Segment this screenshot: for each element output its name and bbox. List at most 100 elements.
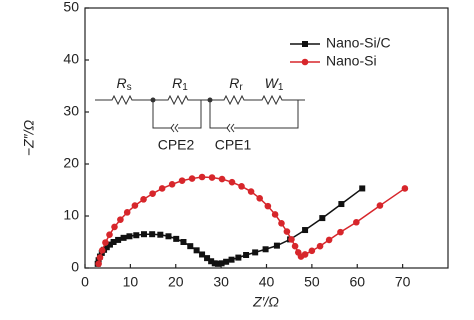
circuit-label: Rr — [229, 75, 243, 93]
marker — [178, 177, 186, 184]
legend-marker — [302, 41, 308, 47]
marker — [199, 251, 206, 258]
marker — [98, 247, 106, 254]
marker — [173, 235, 180, 242]
legend-label: Nano-Si — [326, 53, 377, 69]
marker — [165, 233, 172, 240]
marker — [140, 231, 147, 238]
marker — [126, 233, 133, 240]
marker — [149, 231, 156, 238]
marker — [188, 175, 196, 182]
equivalent-circuit: Rs R1 Rr W1 CPE2 CPE1 — [95, 75, 305, 153]
circuit-symbol: R — [172, 75, 182, 91]
marker — [228, 178, 236, 186]
marker — [120, 234, 127, 241]
x-tick-label: 0 — [81, 274, 89, 290]
x-tick-label: 40 — [259, 274, 275, 290]
marker — [180, 239, 187, 245]
marker — [102, 239, 109, 246]
marker — [401, 185, 409, 192]
marker — [131, 202, 139, 209]
marker — [106, 231, 113, 239]
marker — [149, 190, 156, 197]
circuit-subscript: 1 — [182, 82, 188, 93]
y-tick-label: 30 — [63, 103, 79, 119]
y-tick-label: 20 — [63, 155, 79, 171]
y-tick-label: 40 — [63, 51, 79, 67]
marker — [187, 243, 194, 250]
x-tick-label: 10 — [123, 274, 139, 290]
marker — [359, 185, 366, 192]
marker — [110, 239, 117, 245]
marker — [133, 232, 140, 239]
marker — [211, 260, 218, 267]
marker — [338, 201, 345, 208]
marker — [193, 247, 200, 254]
marker — [243, 252, 250, 258]
marker — [157, 231, 164, 238]
marker — [218, 260, 225, 267]
marker — [271, 211, 279, 218]
x-axis-title: Z′/Ω — [252, 294, 279, 310]
marker — [308, 247, 316, 255]
marker — [208, 174, 216, 181]
marker — [256, 195, 263, 202]
circuit-symbol: W — [265, 75, 280, 91]
series-line — [96, 187, 363, 265]
marker — [301, 251, 309, 258]
marker — [316, 242, 324, 250]
marker — [376, 202, 384, 209]
marker — [103, 244, 110, 251]
marker — [238, 183, 245, 190]
marker — [111, 223, 118, 231]
marker — [208, 258, 215, 265]
marker — [204, 255, 211, 262]
marker — [283, 228, 291, 235]
marker — [140, 196, 147, 203]
x-tick-label: 30 — [213, 274, 229, 290]
legend-label: Nano-Si/C — [326, 35, 391, 51]
circuit-subscript: s — [127, 82, 132, 93]
marker — [291, 242, 299, 250]
y-tick-label: 0 — [71, 259, 79, 275]
marker — [106, 241, 113, 248]
circuit-label: R1 — [172, 75, 188, 93]
marker — [228, 256, 235, 263]
marker — [325, 236, 333, 244]
marker — [247, 188, 255, 195]
marker — [252, 249, 259, 256]
marker — [302, 227, 309, 234]
marker — [278, 219, 285, 227]
legend-marker — [301, 58, 309, 66]
y-axis-title: −Z″/Ω — [21, 120, 37, 157]
marker — [117, 216, 124, 223]
circuit-label: CPE1 — [215, 137, 252, 153]
circuit-subscript: r — [239, 82, 243, 93]
circuit-subscript: 1 — [278, 82, 284, 93]
x-tick-label: 60 — [349, 274, 365, 290]
circuit-symbol: R — [229, 75, 239, 91]
x-tick-label: 20 — [168, 274, 184, 290]
marker — [273, 242, 280, 249]
x-tick-label: 50 — [304, 274, 320, 290]
marker — [262, 246, 269, 253]
marker — [95, 260, 102, 268]
marker — [115, 236, 122, 243]
marker — [337, 228, 344, 236]
marker — [235, 254, 242, 261]
x-tick-label: 70 — [395, 274, 411, 290]
marker — [123, 209, 131, 216]
marker — [223, 258, 230, 265]
circuit-label: W1 — [265, 75, 284, 93]
y-tick-label: 50 — [63, 0, 79, 15]
marker — [319, 215, 326, 222]
marker — [214, 260, 221, 267]
marker — [353, 218, 360, 226]
plot-frame — [84, 7, 449, 269]
y-tick-label: 10 — [63, 207, 79, 223]
marker — [218, 175, 226, 183]
circuit-label: CPE2 — [158, 137, 195, 153]
marker — [288, 236, 295, 243]
marker — [168, 180, 176, 188]
